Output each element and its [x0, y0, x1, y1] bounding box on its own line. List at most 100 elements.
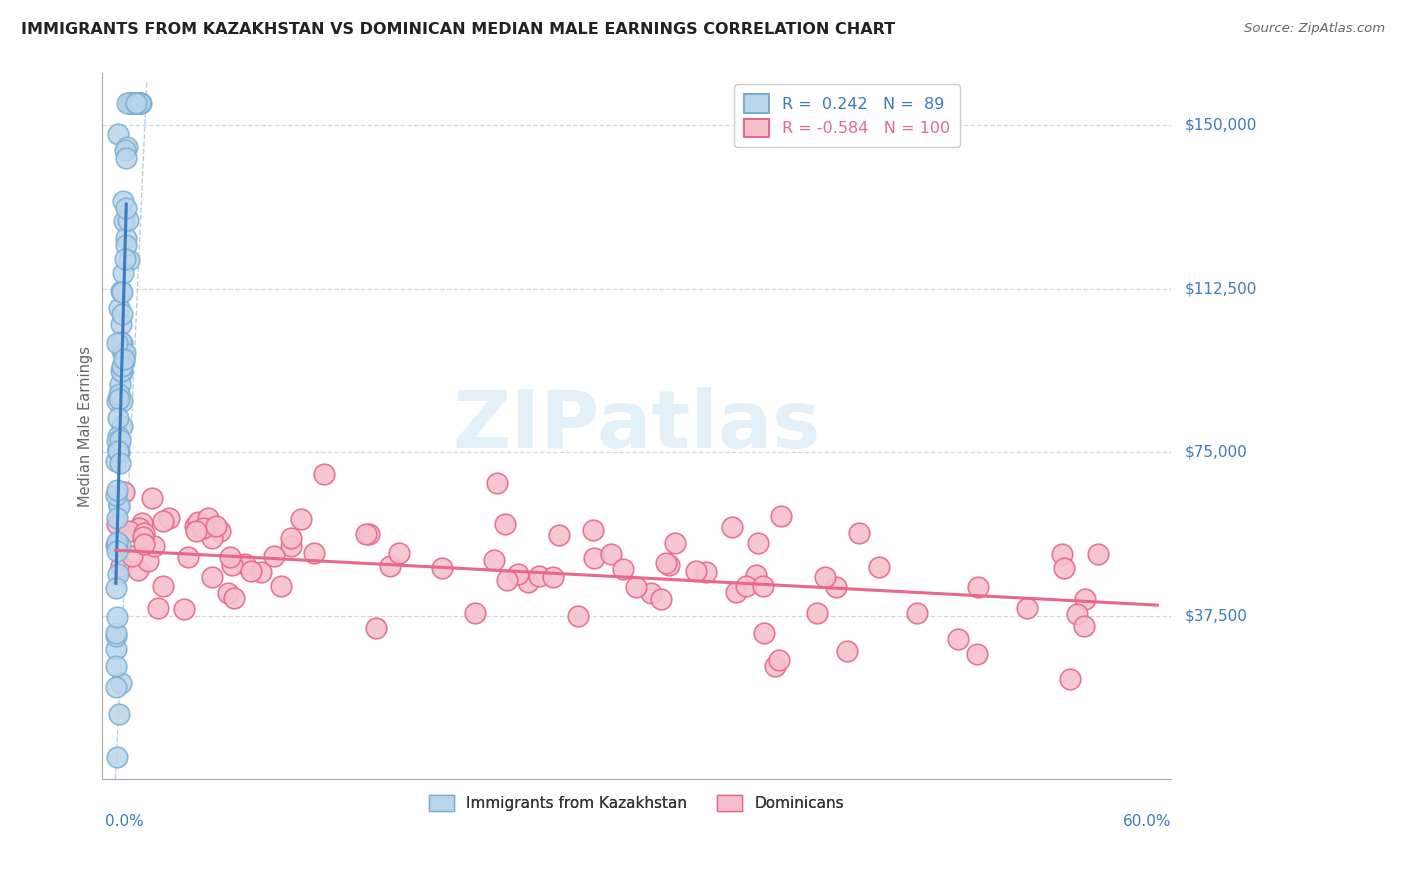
- Point: [364, 621, 387, 635]
- Point: [110, 284, 132, 298]
- Point: [658, 558, 681, 572]
- Point: [280, 531, 302, 545]
- Point: [105, 454, 128, 468]
- Point: [763, 658, 786, 673]
- Point: [824, 580, 846, 594]
- Point: [946, 632, 969, 646]
- Point: [1017, 600, 1039, 615]
- Point: [105, 681, 128, 695]
- Point: [735, 579, 758, 593]
- Point: [107, 127, 129, 141]
- Point: [868, 559, 890, 574]
- Point: [110, 676, 132, 690]
- Point: [177, 550, 200, 565]
- Point: [640, 586, 662, 600]
- Point: [117, 213, 139, 227]
- Point: [107, 428, 129, 442]
- Point: [744, 568, 766, 582]
- Point: [124, 96, 146, 111]
- Point: [233, 558, 256, 572]
- Point: [221, 558, 243, 572]
- Point: [105, 510, 128, 524]
- Point: [115, 140, 138, 154]
- Point: [105, 544, 128, 558]
- Point: [121, 549, 143, 563]
- Point: [124, 96, 146, 111]
- Point: [222, 591, 245, 605]
- Text: Source: ZipAtlas.com: Source: ZipAtlas.com: [1244, 22, 1385, 36]
- Point: [105, 394, 128, 409]
- Point: [108, 538, 131, 552]
- Point: [114, 346, 136, 360]
- Point: [1074, 591, 1097, 606]
- Point: [837, 644, 859, 658]
- Point: [111, 393, 134, 408]
- Point: [280, 539, 302, 553]
- Point: [218, 585, 240, 599]
- Point: [187, 515, 209, 529]
- Point: [115, 238, 138, 252]
- Point: [612, 561, 634, 575]
- Point: [105, 581, 128, 595]
- Point: [966, 647, 988, 661]
- Point: [128, 96, 150, 111]
- Text: 60.0%: 60.0%: [1122, 814, 1171, 829]
- Point: [600, 547, 623, 561]
- Point: [124, 96, 146, 111]
- Point: [1087, 547, 1109, 561]
- Point: [128, 96, 150, 111]
- Point: [108, 433, 131, 447]
- Point: [184, 519, 207, 533]
- Point: [848, 525, 870, 540]
- Point: [105, 434, 128, 449]
- Point: [111, 343, 134, 358]
- Point: [110, 364, 132, 378]
- Point: [250, 565, 273, 579]
- Point: [120, 96, 142, 111]
- Point: [517, 575, 540, 590]
- Point: [136, 554, 159, 568]
- Point: [143, 539, 166, 553]
- Text: $150,000: $150,000: [1185, 118, 1257, 133]
- Point: [290, 511, 312, 525]
- Point: [127, 563, 149, 577]
- Text: 0.0%: 0.0%: [105, 814, 143, 829]
- Point: [124, 96, 146, 111]
- Point: [1073, 619, 1095, 633]
- Point: [105, 538, 128, 552]
- Point: [125, 96, 148, 111]
- Y-axis label: Median Male Earnings: Median Male Earnings: [79, 345, 93, 507]
- Text: $75,000: $75,000: [1185, 444, 1247, 459]
- Text: $37,500: $37,500: [1185, 608, 1249, 624]
- Point: [111, 365, 134, 379]
- Point: [121, 96, 143, 111]
- Point: [1053, 561, 1076, 575]
- Point: [105, 750, 128, 764]
- Point: [111, 336, 134, 351]
- Point: [105, 641, 128, 656]
- Point: [695, 565, 717, 579]
- Point: [191, 521, 214, 535]
- Point: [125, 96, 148, 111]
- Point: [1066, 607, 1088, 621]
- Point: [357, 526, 380, 541]
- Point: [157, 511, 180, 525]
- Point: [121, 96, 143, 111]
- Point: [111, 359, 134, 373]
- Point: [218, 549, 240, 564]
- Point: [120, 96, 142, 111]
- Point: [650, 592, 672, 607]
- Point: [105, 658, 128, 673]
- Point: [1052, 547, 1074, 561]
- Point: [482, 553, 505, 567]
- Point: [769, 508, 792, 523]
- Point: [125, 96, 148, 111]
- Point: [131, 516, 153, 530]
- Point: [127, 96, 149, 111]
- Point: [506, 566, 529, 581]
- Point: [270, 579, 292, 593]
- Point: [768, 653, 790, 667]
- Point: [107, 499, 129, 513]
- Point: [567, 609, 589, 624]
- Point: [125, 96, 148, 111]
